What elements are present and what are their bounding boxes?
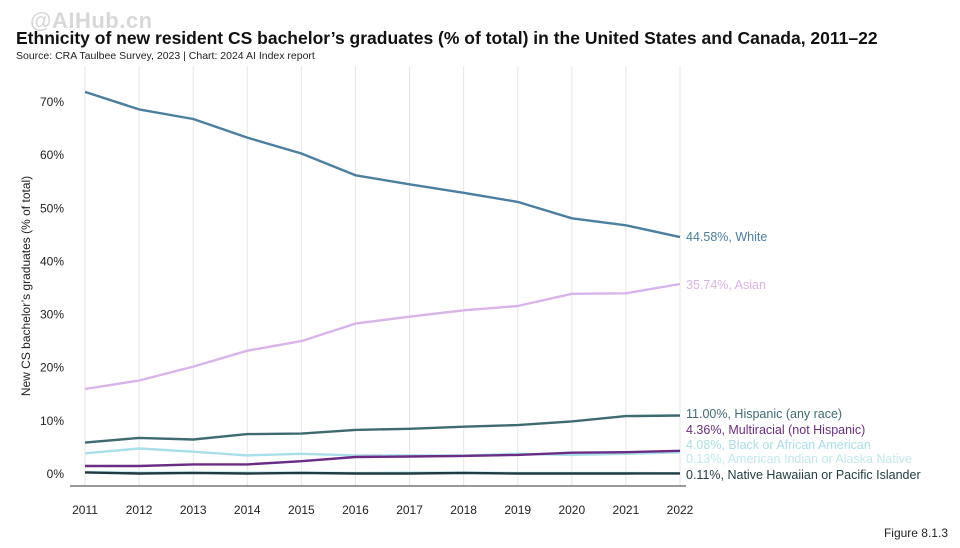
series-line-native-hawaiian-or-pacific-islander	[84, 471, 681, 475]
chart-title: Ethnicity of new resident CS bachelor’s …	[16, 28, 878, 48]
end-label-multiracial-not-hispanic-: 4.36%, Multiracial (not Hispanic)	[686, 423, 865, 437]
x-tick-label: 2018	[450, 503, 477, 517]
x-tick-label: 2014	[234, 503, 261, 517]
end-label-asian: 35.74%, Asian	[686, 278, 766, 292]
series-line-multiracial-not-hispanic-	[85, 449, 681, 468]
y-tick-label: 50%	[40, 201, 64, 215]
end-label-white: 44.58%, White	[686, 230, 767, 244]
x-tick-label: 2020	[558, 503, 585, 517]
x-tick-label: 2012	[126, 503, 153, 517]
x-tick-label: 2019	[504, 503, 531, 517]
y-tick-label: 0%	[47, 467, 65, 481]
end-label-native-hawaiian-or-pacific-islander: 0.11%, Native Hawaiian or Pacific Island…	[686, 468, 921, 482]
y-tick-label: 70%	[40, 95, 64, 109]
figure-label: Figure 8.1.3	[883, 526, 948, 540]
series-line-white	[84, 90, 681, 239]
x-tick-label: 2022	[667, 503, 694, 517]
series-line-asian	[84, 282, 681, 391]
end-label-hispanic-any-race-: 11.00%, Hispanic (any race)	[686, 407, 842, 421]
x-tick-label: 2017	[396, 503, 423, 517]
end-labels: 44.58%, White 35.74%, Asian 11.00%, Hispan…	[686, 230, 921, 482]
x-tick-label: 2015	[288, 503, 315, 517]
series-line-hispanic-any-race-	[84, 414, 681, 444]
y-axis-label: New CS bachelor’s graduates (% of total)	[19, 176, 33, 396]
x-tick-label: 2013	[180, 503, 207, 517]
series-line-black-or-african-american	[84, 447, 681, 457]
x-tick-label: 2021	[613, 503, 640, 517]
y-tick-label: 20%	[40, 361, 64, 375]
x-tick-label: 2011	[72, 503, 98, 517]
end-label-american-indian-or-alaska-native: 0.13%, American Indian or Alaska Native	[686, 452, 912, 466]
y-tick-label: 40%	[40, 254, 64, 268]
series-lines	[84, 90, 681, 475]
chart-source: Source: CRA Taulbee Survey, 2023 | Chart…	[16, 50, 315, 62]
y-tick-label: 10%	[40, 414, 64, 428]
axes: 2011 2012 2013 2014 2015 2016 2017 2018 2019 2020…	[19, 95, 694, 517]
y-tick-label: 30%	[40, 308, 64, 322]
watermark: @AIHub.cn	[30, 8, 153, 33]
x-tick-label: 2016	[342, 503, 369, 517]
y-tick-label: 60%	[40, 148, 64, 162]
end-label-black-or-african-american: 4.08%, Black or African American	[686, 438, 871, 452]
grid-lines	[84, 66, 681, 486]
